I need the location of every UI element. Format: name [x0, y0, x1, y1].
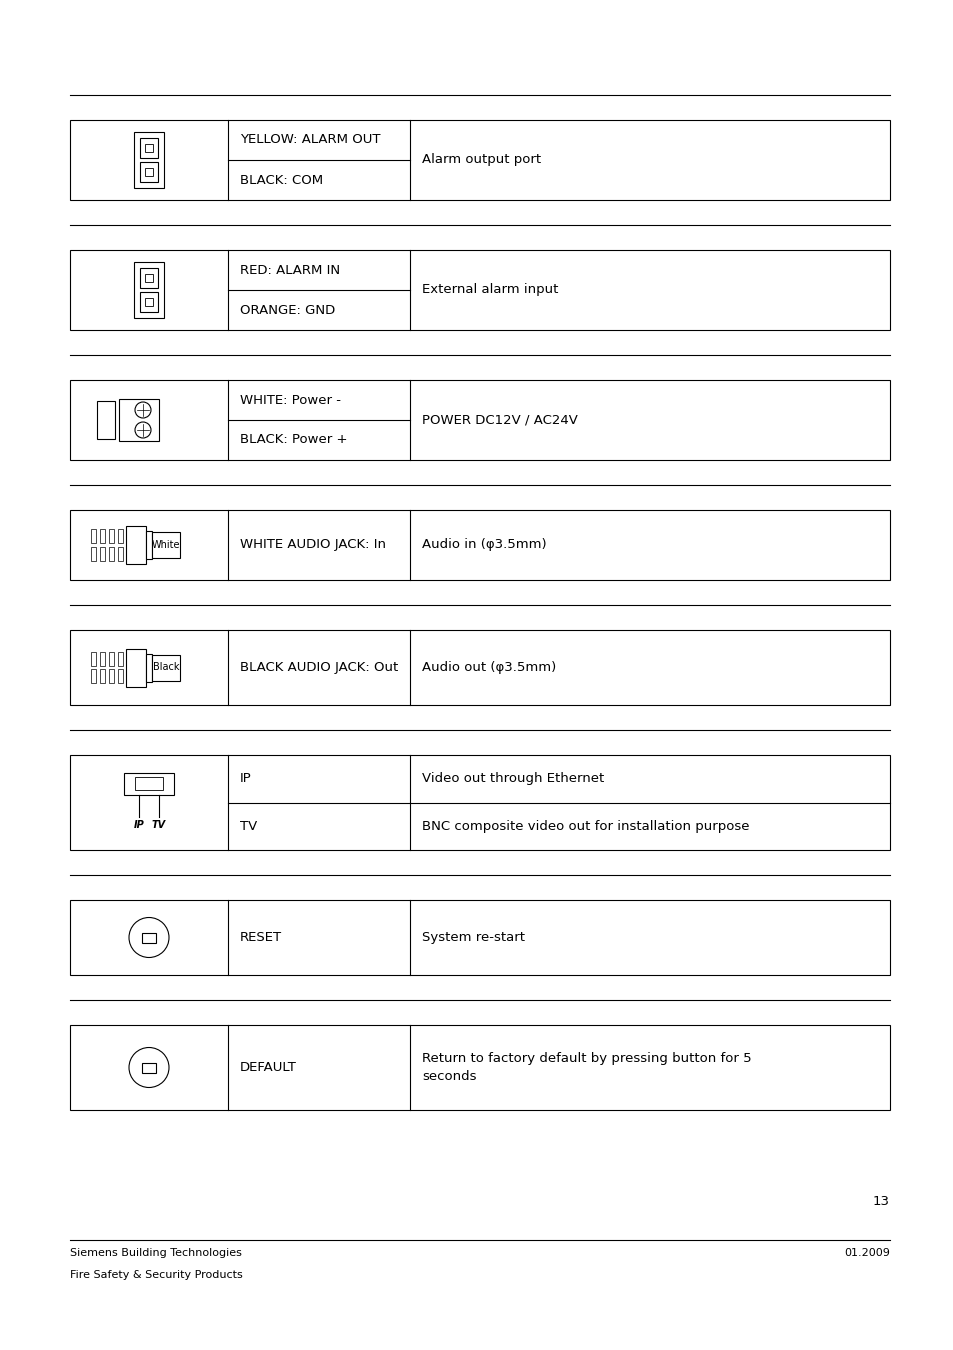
Bar [109, 547, 113, 562]
Bar [133, 262, 164, 317]
Text: Video out through Ethernet: Video out through Ethernet [421, 772, 603, 786]
Text: RESET: RESET [240, 931, 282, 944]
Circle shape [135, 402, 151, 418]
Text: IP: IP [240, 772, 252, 786]
Text: TV: TV [152, 819, 166, 829]
Text: TV: TV [240, 819, 257, 833]
Text: BNC composite video out for installation purpose: BNC composite video out for installation… [421, 819, 749, 833]
Bar [70, 1025, 889, 1110]
Bar [109, 529, 113, 543]
Bar [140, 269, 158, 288]
Bar [145, 144, 152, 153]
Bar [118, 547, 123, 562]
Bar [91, 547, 96, 562]
Bar [100, 652, 105, 666]
Bar [145, 167, 152, 176]
Text: White: White [152, 540, 180, 549]
Bar [100, 529, 105, 543]
Bar [133, 132, 164, 188]
Text: BLACK: Power +: BLACK: Power + [240, 433, 347, 447]
Bar [100, 670, 105, 683]
Bar [140, 162, 158, 182]
Bar [70, 755, 889, 850]
Text: WHITE: Power -: WHITE: Power - [240, 393, 340, 406]
Bar [140, 138, 158, 158]
Bar [91, 529, 96, 543]
Text: Alarm output port: Alarm output port [421, 154, 540, 166]
Text: seconds: seconds [421, 1071, 476, 1083]
Bar [118, 652, 123, 666]
Bar [70, 900, 889, 975]
Bar [70, 630, 889, 705]
Bar [142, 933, 156, 942]
Bar [146, 531, 152, 559]
Text: Return to factory default by pressing button for 5: Return to factory default by pressing bu… [421, 1052, 751, 1065]
Text: Fire Safety & Security Products: Fire Safety & Security Products [70, 1270, 242, 1280]
Text: Audio in (φ3.5mm): Audio in (φ3.5mm) [421, 539, 546, 552]
Text: BLACK: COM: BLACK: COM [240, 174, 323, 186]
Text: 13: 13 [872, 1195, 889, 1208]
Bar [97, 401, 115, 439]
Bar [142, 1062, 156, 1072]
Bar [91, 652, 96, 666]
Bar [70, 250, 889, 329]
Text: Audio out (φ3.5mm): Audio out (φ3.5mm) [421, 662, 556, 674]
Circle shape [135, 423, 151, 437]
Text: IP: IP [133, 819, 144, 829]
Bar [70, 120, 889, 200]
Bar [152, 655, 180, 680]
Text: WHITE AUDIO JACK: In: WHITE AUDIO JACK: In [240, 539, 386, 552]
Text: DEFAULT: DEFAULT [240, 1061, 296, 1075]
Text: System re-start: System re-start [421, 931, 524, 944]
Text: RED: ALARM IN: RED: ALARM IN [240, 263, 340, 277]
Bar [109, 652, 113, 666]
Bar [124, 772, 173, 795]
Bar [118, 670, 123, 683]
Text: POWER DC12V / AC24V: POWER DC12V / AC24V [421, 413, 578, 427]
Bar [126, 526, 146, 564]
Text: YELLOW: ALARM OUT: YELLOW: ALARM OUT [240, 134, 380, 147]
Text: ORANGE: GND: ORANGE: GND [240, 304, 335, 316]
Bar [70, 510, 889, 580]
Bar [119, 400, 159, 441]
Bar [152, 532, 180, 558]
Bar [126, 648, 146, 687]
Text: Siemens Building Technologies: Siemens Building Technologies [70, 1247, 242, 1258]
Bar [145, 274, 152, 282]
Text: 01.2009: 01.2009 [843, 1247, 889, 1258]
Bar [146, 653, 152, 682]
Bar [70, 379, 889, 460]
Text: External alarm input: External alarm input [421, 284, 558, 297]
Text: BLACK AUDIO JACK: Out: BLACK AUDIO JACK: Out [240, 662, 397, 674]
Bar [91, 670, 96, 683]
Text: Black: Black [152, 663, 179, 672]
Bar [140, 292, 158, 312]
Circle shape [129, 918, 169, 957]
Bar [145, 298, 152, 306]
Bar [100, 547, 105, 562]
Bar [109, 670, 113, 683]
Circle shape [129, 1048, 169, 1088]
Bar [135, 778, 163, 790]
Bar [118, 529, 123, 543]
